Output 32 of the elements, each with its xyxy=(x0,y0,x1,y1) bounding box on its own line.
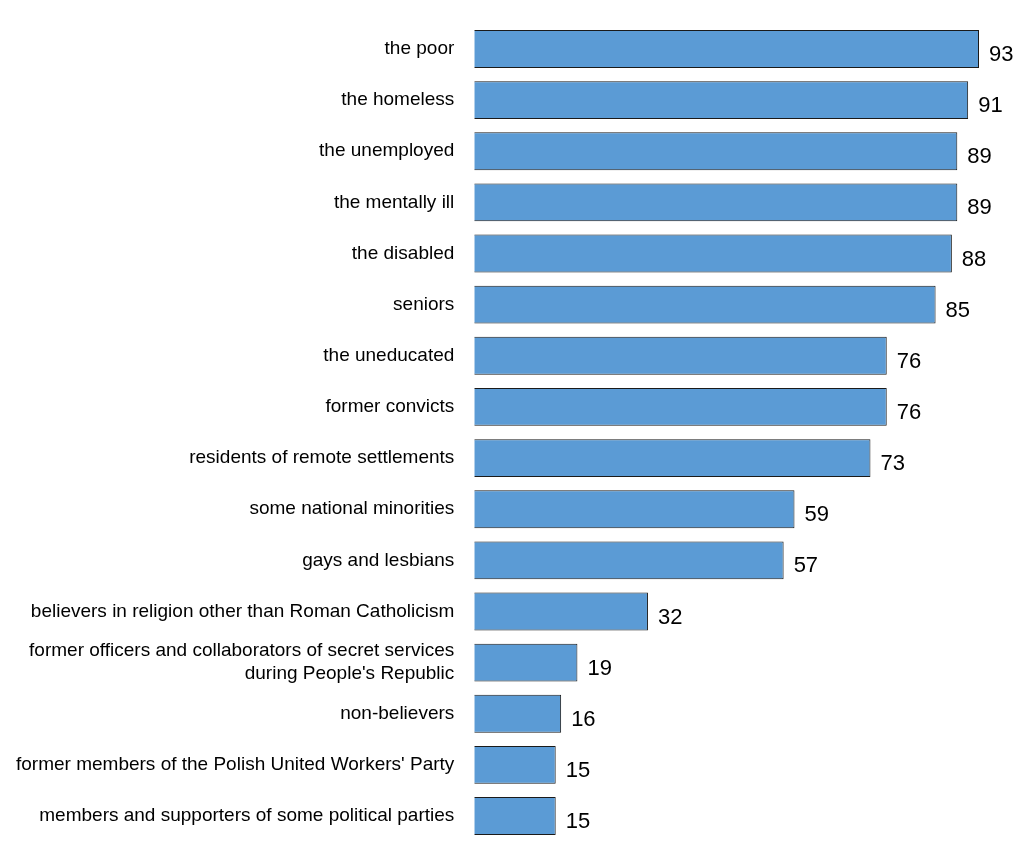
data-label: 85 xyxy=(945,296,971,322)
data-label: 93 xyxy=(989,41,1014,67)
data-label: 16 xyxy=(571,705,596,731)
y-tick-label: gays and lesbians xyxy=(302,548,455,570)
data-label: 19 xyxy=(587,654,612,680)
y-tick-label: seniors xyxy=(393,292,455,314)
y-tick-label: the uneducated xyxy=(323,344,455,366)
y-tick-label: former convicts xyxy=(325,395,455,417)
y-tick-label: the poor xyxy=(384,37,455,59)
y-tick-label: former members of the Polish United Workers' Party xyxy=(16,753,455,775)
y-tick-label: the unemployed xyxy=(319,139,455,161)
data-label: 15 xyxy=(565,756,591,782)
y-tick-label: believers in religion other than Roman Catholicism xyxy=(30,599,455,621)
data-label: 57 xyxy=(793,552,819,578)
data-label: 76 xyxy=(896,398,922,424)
y-tick-label: some national minorities xyxy=(249,497,455,519)
y-tick-label: the mentally ill xyxy=(333,190,455,212)
data-label: 59 xyxy=(804,501,829,527)
y-tick-label: the disabled xyxy=(351,241,455,263)
y-tick-label: residents of remote settlements xyxy=(189,446,455,468)
y-tick-label: the homeless xyxy=(341,88,455,110)
data-label: 89 xyxy=(967,143,992,169)
y-tick-label: members and supporters of some political parties xyxy=(39,804,455,826)
data-label: 73 xyxy=(880,450,905,476)
data-label: 89 xyxy=(967,194,992,220)
data-label: 76 xyxy=(896,347,922,373)
y-tick-label: former officers and collaborators of secret services during People's Republic xyxy=(29,639,455,684)
data-label: 15 xyxy=(565,808,591,834)
data-label: 91 xyxy=(978,92,1003,118)
data-label: 88 xyxy=(961,245,987,271)
data-label: 32 xyxy=(657,603,683,629)
y-tick-label: non-believers xyxy=(340,701,455,723)
